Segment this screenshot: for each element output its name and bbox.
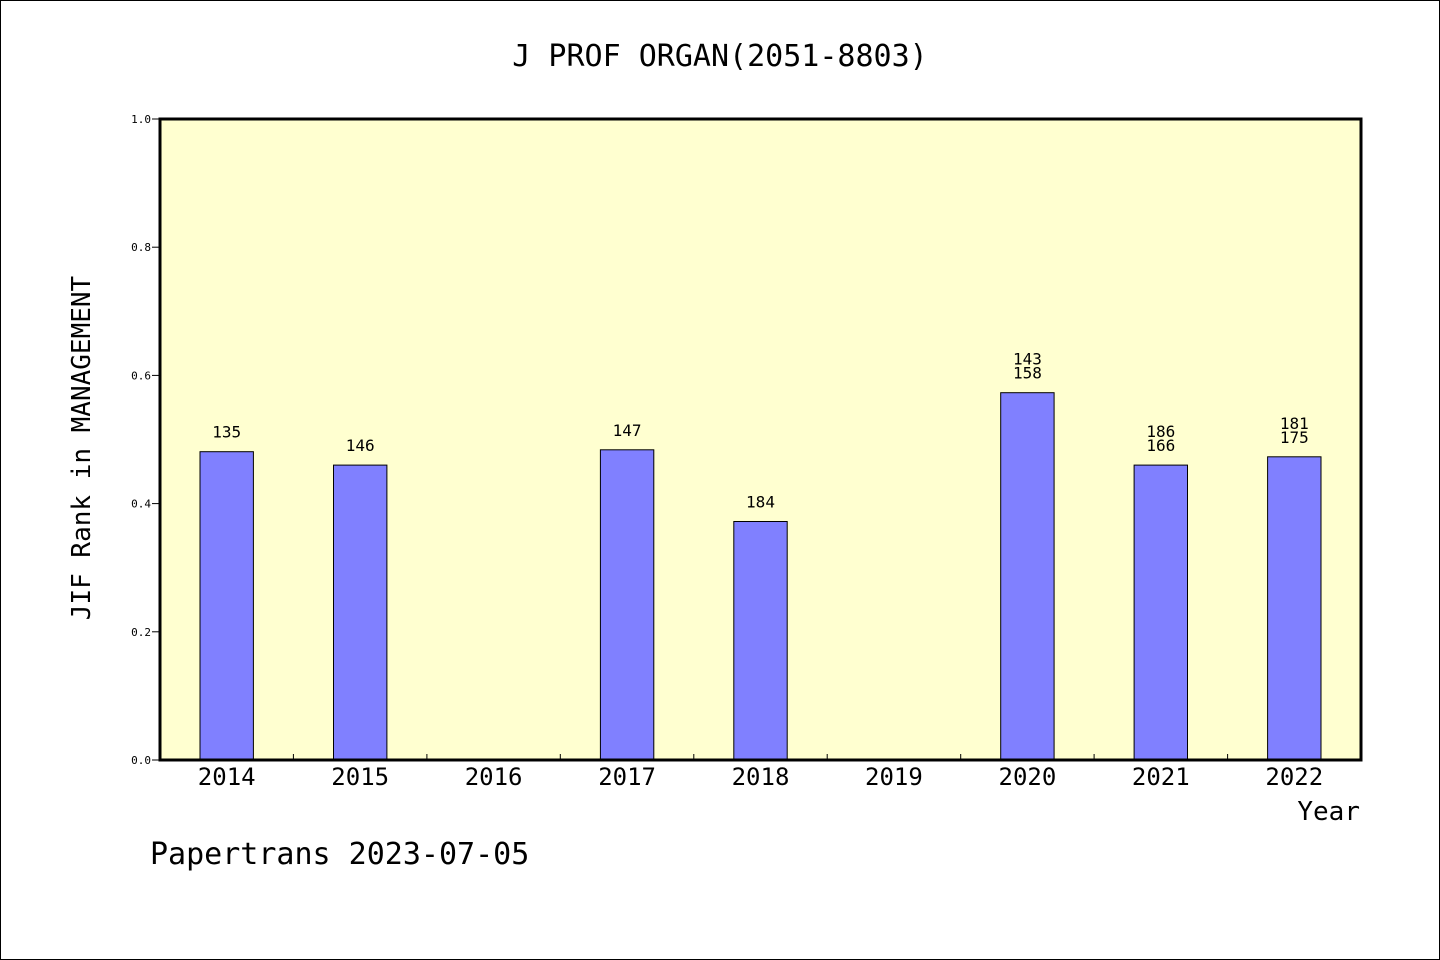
bar-2015 <box>333 464 388 761</box>
x-tick-label-2015: 2015 <box>331 763 389 791</box>
bar-2020 <box>1000 392 1055 761</box>
data-label-2021-1: 186 <box>1146 422 1175 441</box>
data-label-2018-1: 184 <box>746 493 775 512</box>
x-tick-label-2022: 2022 <box>1265 763 1323 791</box>
x-tick-label-2016: 2016 <box>465 763 523 791</box>
data-label-2022-1: 181 <box>1280 414 1309 433</box>
data-label-2017-1: 147 <box>613 421 642 440</box>
bar-2017 <box>599 449 655 761</box>
data-label-2015-1: 146 <box>346 436 375 455</box>
x-tick-label-2017: 2017 <box>598 763 656 791</box>
data-label-2020-1: 143 <box>1013 350 1042 369</box>
x-tick-label-2019: 2019 <box>865 763 923 791</box>
y-tick-label: 0.6 <box>131 369 151 382</box>
bar-2014 <box>199 451 254 761</box>
data-label-2020-2: 158 <box>1013 364 1042 383</box>
data-label-2014-1: 135 <box>212 423 241 442</box>
y-tick-label: 1.0 <box>131 113 151 126</box>
bars-layer <box>199 392 1322 761</box>
y-axis-title: JIF Rank in MANAGEMENT <box>67 275 97 620</box>
x-axis-title: Year <box>1297 797 1360 827</box>
footer-watermark: Papertrans 2023-07-05 <box>150 837 529 872</box>
x-tick-label-2014: 2014 <box>198 763 256 791</box>
x-tick-label-2021: 2021 <box>1132 763 1190 791</box>
y-tick-label: 0.4 <box>131 498 151 511</box>
bar-2022 <box>1267 456 1322 761</box>
y-axis: 0.0 0.2 0.4 0.6 0.8 1.0 <box>131 113 160 767</box>
bar-2021 <box>1133 464 1188 761</box>
x-axis: 2014 2015 2016 2017 2018 2019 2020 2021 2022 <box>198 754 1323 791</box>
y-tick-label: 0.8 <box>131 241 151 254</box>
y-tick-label: 0.2 <box>131 626 151 639</box>
plot-border <box>158 117 1363 762</box>
data-label-2022-2: 175 <box>1280 428 1309 447</box>
chart-title: J PROF ORGAN(2051-8803) <box>512 39 927 74</box>
data-label-2021-2: 166 <box>1146 436 1175 455</box>
x-tick-label-2020: 2020 <box>999 763 1057 791</box>
x-tick-label-2018: 2018 <box>732 763 790 791</box>
bar-2018 <box>733 521 788 761</box>
y-tick-label: 0.0 <box>131 754 151 767</box>
